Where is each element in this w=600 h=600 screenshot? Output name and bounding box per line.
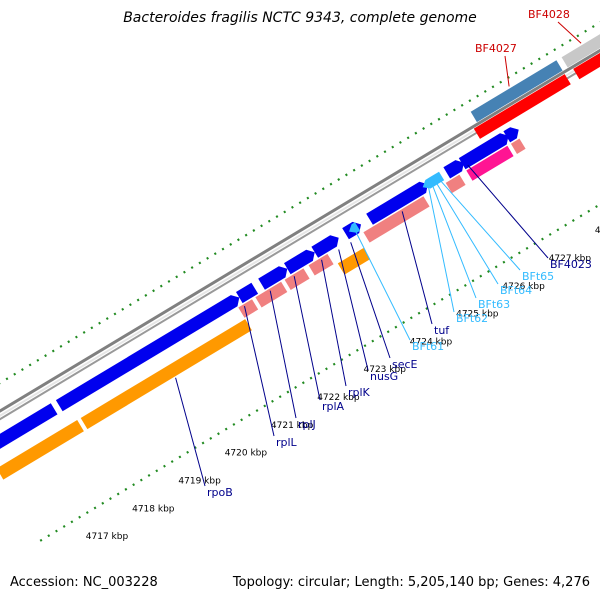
orange-feature [80, 319, 252, 430]
gene-label-bft62: BFt62 [456, 312, 488, 325]
cds-feature [284, 249, 315, 275]
kbp-tick-label: 4727 kbp [549, 254, 592, 264]
leader-line [427, 184, 455, 313]
gene-label-bft64: BFt64 [500, 284, 532, 297]
gene-label-bf4027: BF4027 [475, 42, 517, 55]
orange-feature [337, 248, 371, 275]
leader-line [504, 55, 510, 87]
gene-label-nusg: nusG [370, 370, 398, 383]
gene-label-bf4023: BF4023 [550, 258, 592, 271]
pink-feature [238, 299, 259, 318]
leader-line [338, 249, 369, 371]
cds-feature [0, 403, 58, 449]
accession-text: Accession: NC_003228 [10, 575, 158, 590]
trna-feature [433, 171, 445, 183]
cds-feature [458, 133, 509, 170]
kbp-tick-label: 4724 kbp [410, 337, 453, 347]
leader-line [557, 21, 582, 44]
kbp-tick-label: 4721 kbp [271, 421, 314, 431]
gene-label-rpll: rplL [276, 436, 298, 449]
leader-line [467, 164, 549, 259]
cds-feature [258, 266, 288, 290]
gene-label-rplk: rplK [348, 386, 371, 399]
gene-label-rplj: rplJ [298, 418, 316, 431]
leader-line [244, 305, 275, 437]
pink-feature [510, 138, 526, 154]
kbp-tick-label: 4722 kbp [317, 393, 360, 403]
leader-line [401, 211, 433, 325]
leader-line [434, 179, 499, 285]
steel-feature [470, 60, 563, 123]
kbp-tick-label: 4725 kbp [456, 310, 499, 320]
leader-line [321, 259, 347, 387]
cds-feature [366, 181, 428, 225]
inner-dotted-guide [39, 203, 600, 542]
gene-label-sece: secE [392, 358, 418, 371]
gene-label-tuf: tuf [434, 324, 450, 337]
backbone-outer-line [0, 48, 600, 413]
kbp-tick-label: 4723 kbp [364, 365, 407, 375]
kbp-tick-label: 4718 kbp [132, 504, 175, 514]
trna-feature [349, 222, 361, 233]
leader-line [350, 242, 391, 359]
pink-feature [445, 174, 466, 194]
leader-line [437, 177, 521, 271]
leader-line [269, 290, 297, 419]
leader-line [175, 377, 206, 487]
red-feature [473, 74, 571, 139]
cds-feature [311, 235, 339, 258]
gene-label-bft61: BFt61 [412, 340, 444, 353]
pink-feature [363, 196, 430, 243]
kbp-tick-label: 4726 kbp [502, 282, 545, 292]
leader-line [430, 182, 477, 299]
leader-line [293, 276, 321, 401]
gene-label-bft65: BFt65 [522, 270, 554, 283]
orange-feature [0, 420, 84, 480]
magenta-feature [466, 145, 514, 181]
gene-label-bf4028: BF4028 [528, 8, 570, 21]
kbp-tick-label: 4719 kbp [178, 477, 221, 487]
gene-label-bft63: BFt63 [478, 298, 510, 311]
gray-feature [561, 34, 600, 68]
gene-label-rpla: rplA [322, 400, 345, 413]
cds-feature [443, 160, 464, 179]
pink-feature [284, 268, 310, 290]
cds-feature [55, 295, 240, 412]
gene-label-rpob: rpoB [207, 486, 233, 499]
pink-feature [308, 253, 334, 276]
kbp-tick-label: 4717 kbp [86, 532, 129, 542]
kbp-tick-label: 4728 kbp [595, 226, 600, 236]
kbp-tick-label: 4720 kbp [225, 449, 268, 459]
outer-dotted-guide [0, 21, 600, 385]
cds-feature [236, 282, 259, 304]
red-feature [573, 52, 600, 80]
genome-summary-text: Topology: circular; Length: 5,205,140 bp… [232, 575, 590, 590]
leader-line [353, 228, 411, 341]
map-title: Bacteroides fragilis NCTC 9343, complete… [123, 10, 477, 26]
cds-feature [503, 127, 519, 143]
